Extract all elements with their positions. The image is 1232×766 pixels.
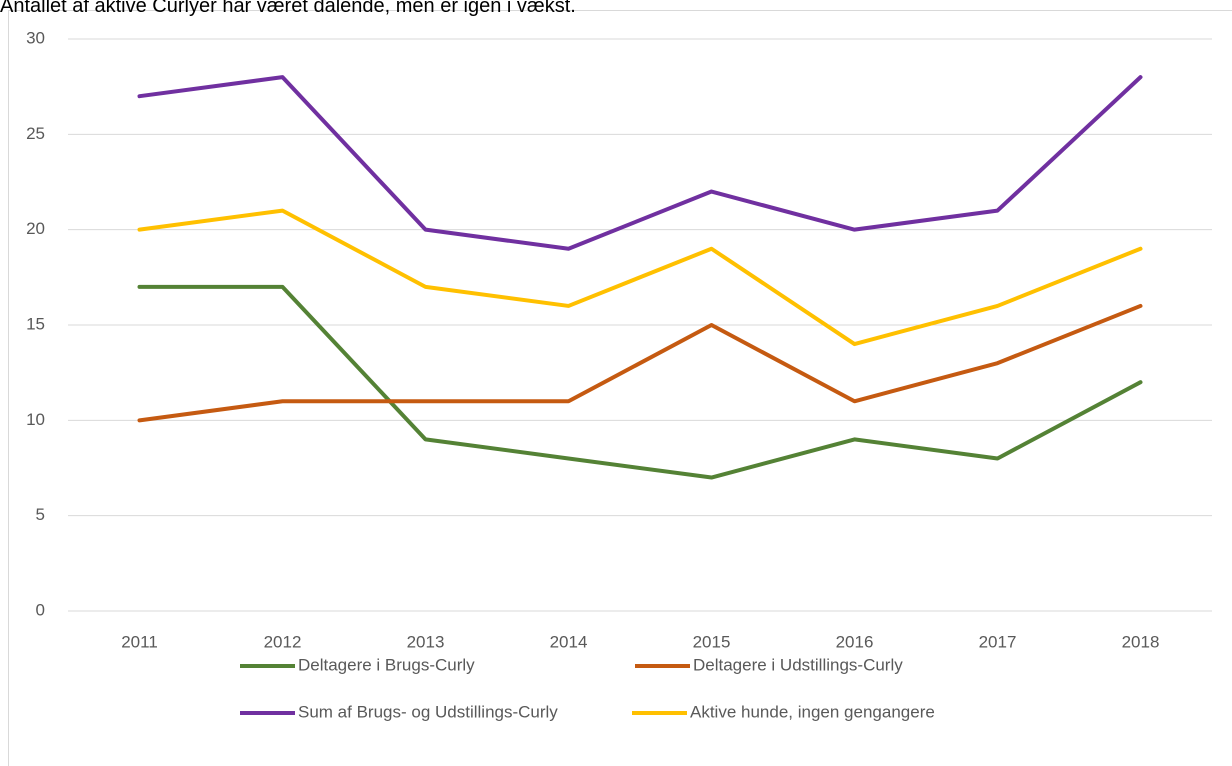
x-tick-label: 2017	[979, 632, 1017, 651]
chart-border	[8, 10, 1232, 766]
x-tick-label: 2012	[264, 632, 302, 651]
y-tick-label: 25	[26, 124, 45, 143]
legend-label: Aktive hunde, ingen gengangere	[690, 702, 935, 721]
y-tick-label: 10	[26, 410, 45, 429]
series-line	[137, 208, 1143, 347]
x-tick-label: 2011	[121, 632, 158, 651]
legend-label: Deltagere i Udstillings-Curly	[693, 655, 903, 674]
series-line	[137, 303, 1143, 423]
y-tick-label: 5	[36, 505, 45, 524]
legend-label: Sum af Brugs- og Udstillings-Curly	[298, 702, 558, 721]
x-tick-label: 2016	[836, 632, 874, 651]
y-tick-label: 15	[26, 314, 45, 333]
series-line	[137, 284, 1143, 480]
y-tick-label: 20	[26, 219, 45, 238]
y-tick-label: 30	[26, 28, 45, 47]
x-tick-label: 2015	[693, 632, 731, 651]
y-tick-label: 0	[36, 600, 45, 619]
legend-label: Deltagere i Brugs-Curly	[298, 655, 475, 674]
x-tick-label: 2013	[407, 632, 445, 651]
chart-title: Antallet af aktive Curlyer har været dal…	[0, 0, 576, 17]
series-line	[137, 75, 1143, 251]
x-tick-label: 2018	[1122, 632, 1160, 651]
x-tick-label: 2014	[550, 632, 588, 651]
